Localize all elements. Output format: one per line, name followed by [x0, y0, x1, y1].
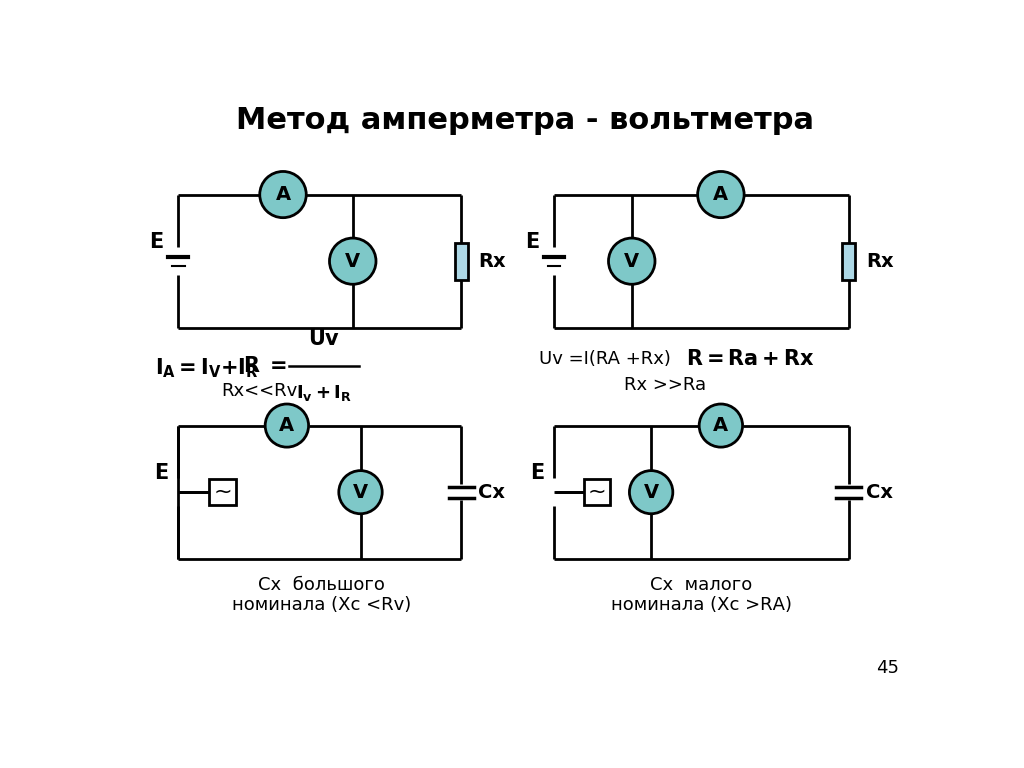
Bar	[842, 243, 855, 280]
Text: ~: ~	[588, 482, 606, 502]
Text: Cx  малого
номинала (Хс >RА): Cx малого номинала (Хс >RА)	[611, 575, 792, 614]
Text: E: E	[155, 463, 169, 483]
Text: Rx<<Rv: Rx<<Rv	[221, 382, 297, 400]
Text: $\mathbf{I_v + I_R}$: $\mathbf{I_v + I_R}$	[296, 383, 352, 403]
Circle shape	[697, 171, 744, 217]
Text: Rx: Rx	[478, 252, 506, 270]
Text: Cx: Cx	[478, 482, 505, 502]
Text: V: V	[345, 252, 360, 270]
Circle shape	[260, 171, 306, 217]
Text: Rx >>Ra: Rx >>Ra	[624, 376, 707, 394]
Text: V: V	[353, 482, 368, 502]
Circle shape	[265, 404, 308, 447]
Text: E: E	[150, 232, 164, 252]
Circle shape	[630, 471, 673, 514]
Text: E: E	[530, 463, 545, 483]
Text: E: E	[525, 232, 540, 252]
Text: Метод амперметра - вольтметра: Метод амперметра - вольтметра	[236, 106, 814, 135]
Text: Uv =I(RA +Rx): Uv =I(RA +Rx)	[539, 349, 671, 368]
Text: $\mathbf{Uv}$: $\mathbf{Uv}$	[308, 329, 340, 349]
Text: $\mathbf{R\ =}$: $\mathbf{R\ =}$	[243, 356, 287, 376]
Text: Cx  большого
номинала (Хс <Rv): Cx большого номинала (Хс <Rv)	[232, 575, 412, 614]
Bar	[209, 479, 236, 505]
Text: Rx: Rx	[866, 252, 893, 270]
Circle shape	[699, 404, 742, 447]
Text: A: A	[280, 416, 295, 435]
Text: V: V	[625, 252, 639, 270]
Text: $\mathbf{I_A{=}I_V{+}I_R}$: $\mathbf{I_A{=}I_V{+}I_R}$	[155, 356, 259, 379]
Bar	[584, 479, 610, 505]
Bar	[455, 243, 468, 280]
Text: A: A	[714, 416, 728, 435]
Text: $\mathbf{R = Ra + Rx}$: $\mathbf{R = Ra + Rx}$	[686, 349, 815, 369]
Text: A: A	[714, 185, 728, 204]
Text: ~: ~	[213, 482, 231, 502]
Text: A: A	[275, 185, 291, 204]
Circle shape	[608, 238, 655, 284]
Text: V: V	[643, 482, 658, 502]
Text: 45: 45	[877, 660, 899, 677]
Circle shape	[330, 238, 376, 284]
Circle shape	[339, 471, 382, 514]
Text: Cx: Cx	[866, 482, 893, 502]
